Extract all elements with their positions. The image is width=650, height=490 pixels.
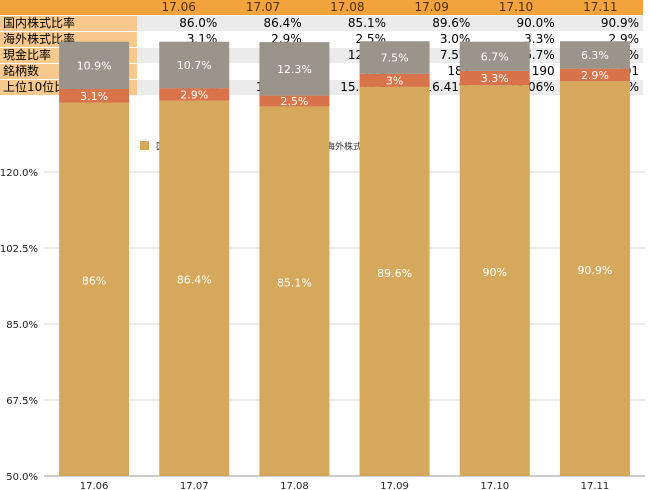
data-label: 2.9% (180, 88, 208, 101)
bar-segment (459, 85, 530, 477)
data-label: 3% (386, 74, 403, 87)
data-label: 86% (82, 275, 106, 288)
table-col-header: 17.11 (558, 0, 643, 16)
y-tick-label: 102.5% (0, 244, 38, 255)
data-label: 89.6% (377, 267, 412, 280)
table-cell: 90.0% (474, 15, 559, 32)
data-label: 10.7% (177, 59, 212, 72)
y-tick-label: 120.0% (0, 168, 38, 179)
table-col-header: 17.06 (137, 0, 222, 16)
data-label: 86.4% (177, 274, 212, 287)
table-header-row: 17.06 17.07 17.08 17.09 17.10 17.11 (0, 0, 643, 16)
table-col-header: 17.10 (474, 0, 559, 16)
data-label: 6.7% (481, 50, 509, 63)
bar-segment (359, 86, 430, 476)
data-label: 6.3% (581, 49, 609, 62)
x-tick-label: 17.09 (380, 481, 409, 490)
table-cell: 90.9% (558, 15, 643, 32)
data-label: 90% (483, 266, 507, 279)
bar-segment (159, 41, 230, 89)
table-cell: 89.6% (389, 15, 475, 32)
x-tick-label: 17.11 (581, 481, 610, 490)
data-label: 3.3% (481, 72, 509, 85)
y-tick-label: 85.0% (6, 320, 38, 331)
bar-segment (459, 70, 530, 86)
x-tick-label: 17.10 (480, 481, 509, 490)
data-label: 7.5% (381, 52, 409, 65)
data-label: 12.3% (277, 63, 312, 76)
bar-segment (359, 41, 430, 74)
data-label: 2.9% (581, 69, 609, 82)
bar-segment (59, 102, 130, 476)
bar-segment (459, 41, 530, 71)
bar-segment (59, 41, 130, 90)
table-cell: 86.4% (221, 15, 306, 32)
data-label: 10.9% (77, 59, 112, 72)
bar-segment (159, 88, 230, 101)
data-label: 90.9% (577, 264, 612, 277)
x-tick-label: 17.06 (80, 481, 109, 490)
bar-segment (159, 100, 230, 476)
table-cell: 85.1% (305, 15, 390, 32)
bar-segment (359, 73, 430, 87)
y-tick-label: 50.0% (6, 472, 38, 483)
data-label: 3.1% (80, 90, 108, 103)
bar-segment (59, 89, 130, 103)
bar-segment (259, 106, 330, 477)
bar-segment (559, 81, 630, 476)
x-tick-label: 17.07 (180, 481, 209, 490)
bar-segment (559, 68, 630, 82)
table-col-header: 17.07 (221, 0, 306, 16)
table-corner-cell (0, 0, 137, 16)
table-col-header: 17.08 (305, 0, 390, 16)
x-tick-label: 17.08 (280, 481, 309, 490)
bar-segment (259, 42, 330, 96)
table-row: 国内株式比率 86.0% 86.4% 85.1% 89.6% 90.0% 90.… (0, 15, 643, 32)
bar-segment (559, 41, 630, 69)
bar-segment (259, 95, 330, 107)
legend-swatch (140, 141, 149, 150)
row-label: 国内株式比率 (0, 15, 137, 32)
data-label: 85.1% (277, 277, 312, 290)
table-col-header: 17.09 (389, 0, 475, 16)
table-cell: 86.0% (137, 15, 222, 32)
y-tick-label: 67.5% (6, 396, 38, 407)
data-label: 2.5% (280, 95, 308, 108)
